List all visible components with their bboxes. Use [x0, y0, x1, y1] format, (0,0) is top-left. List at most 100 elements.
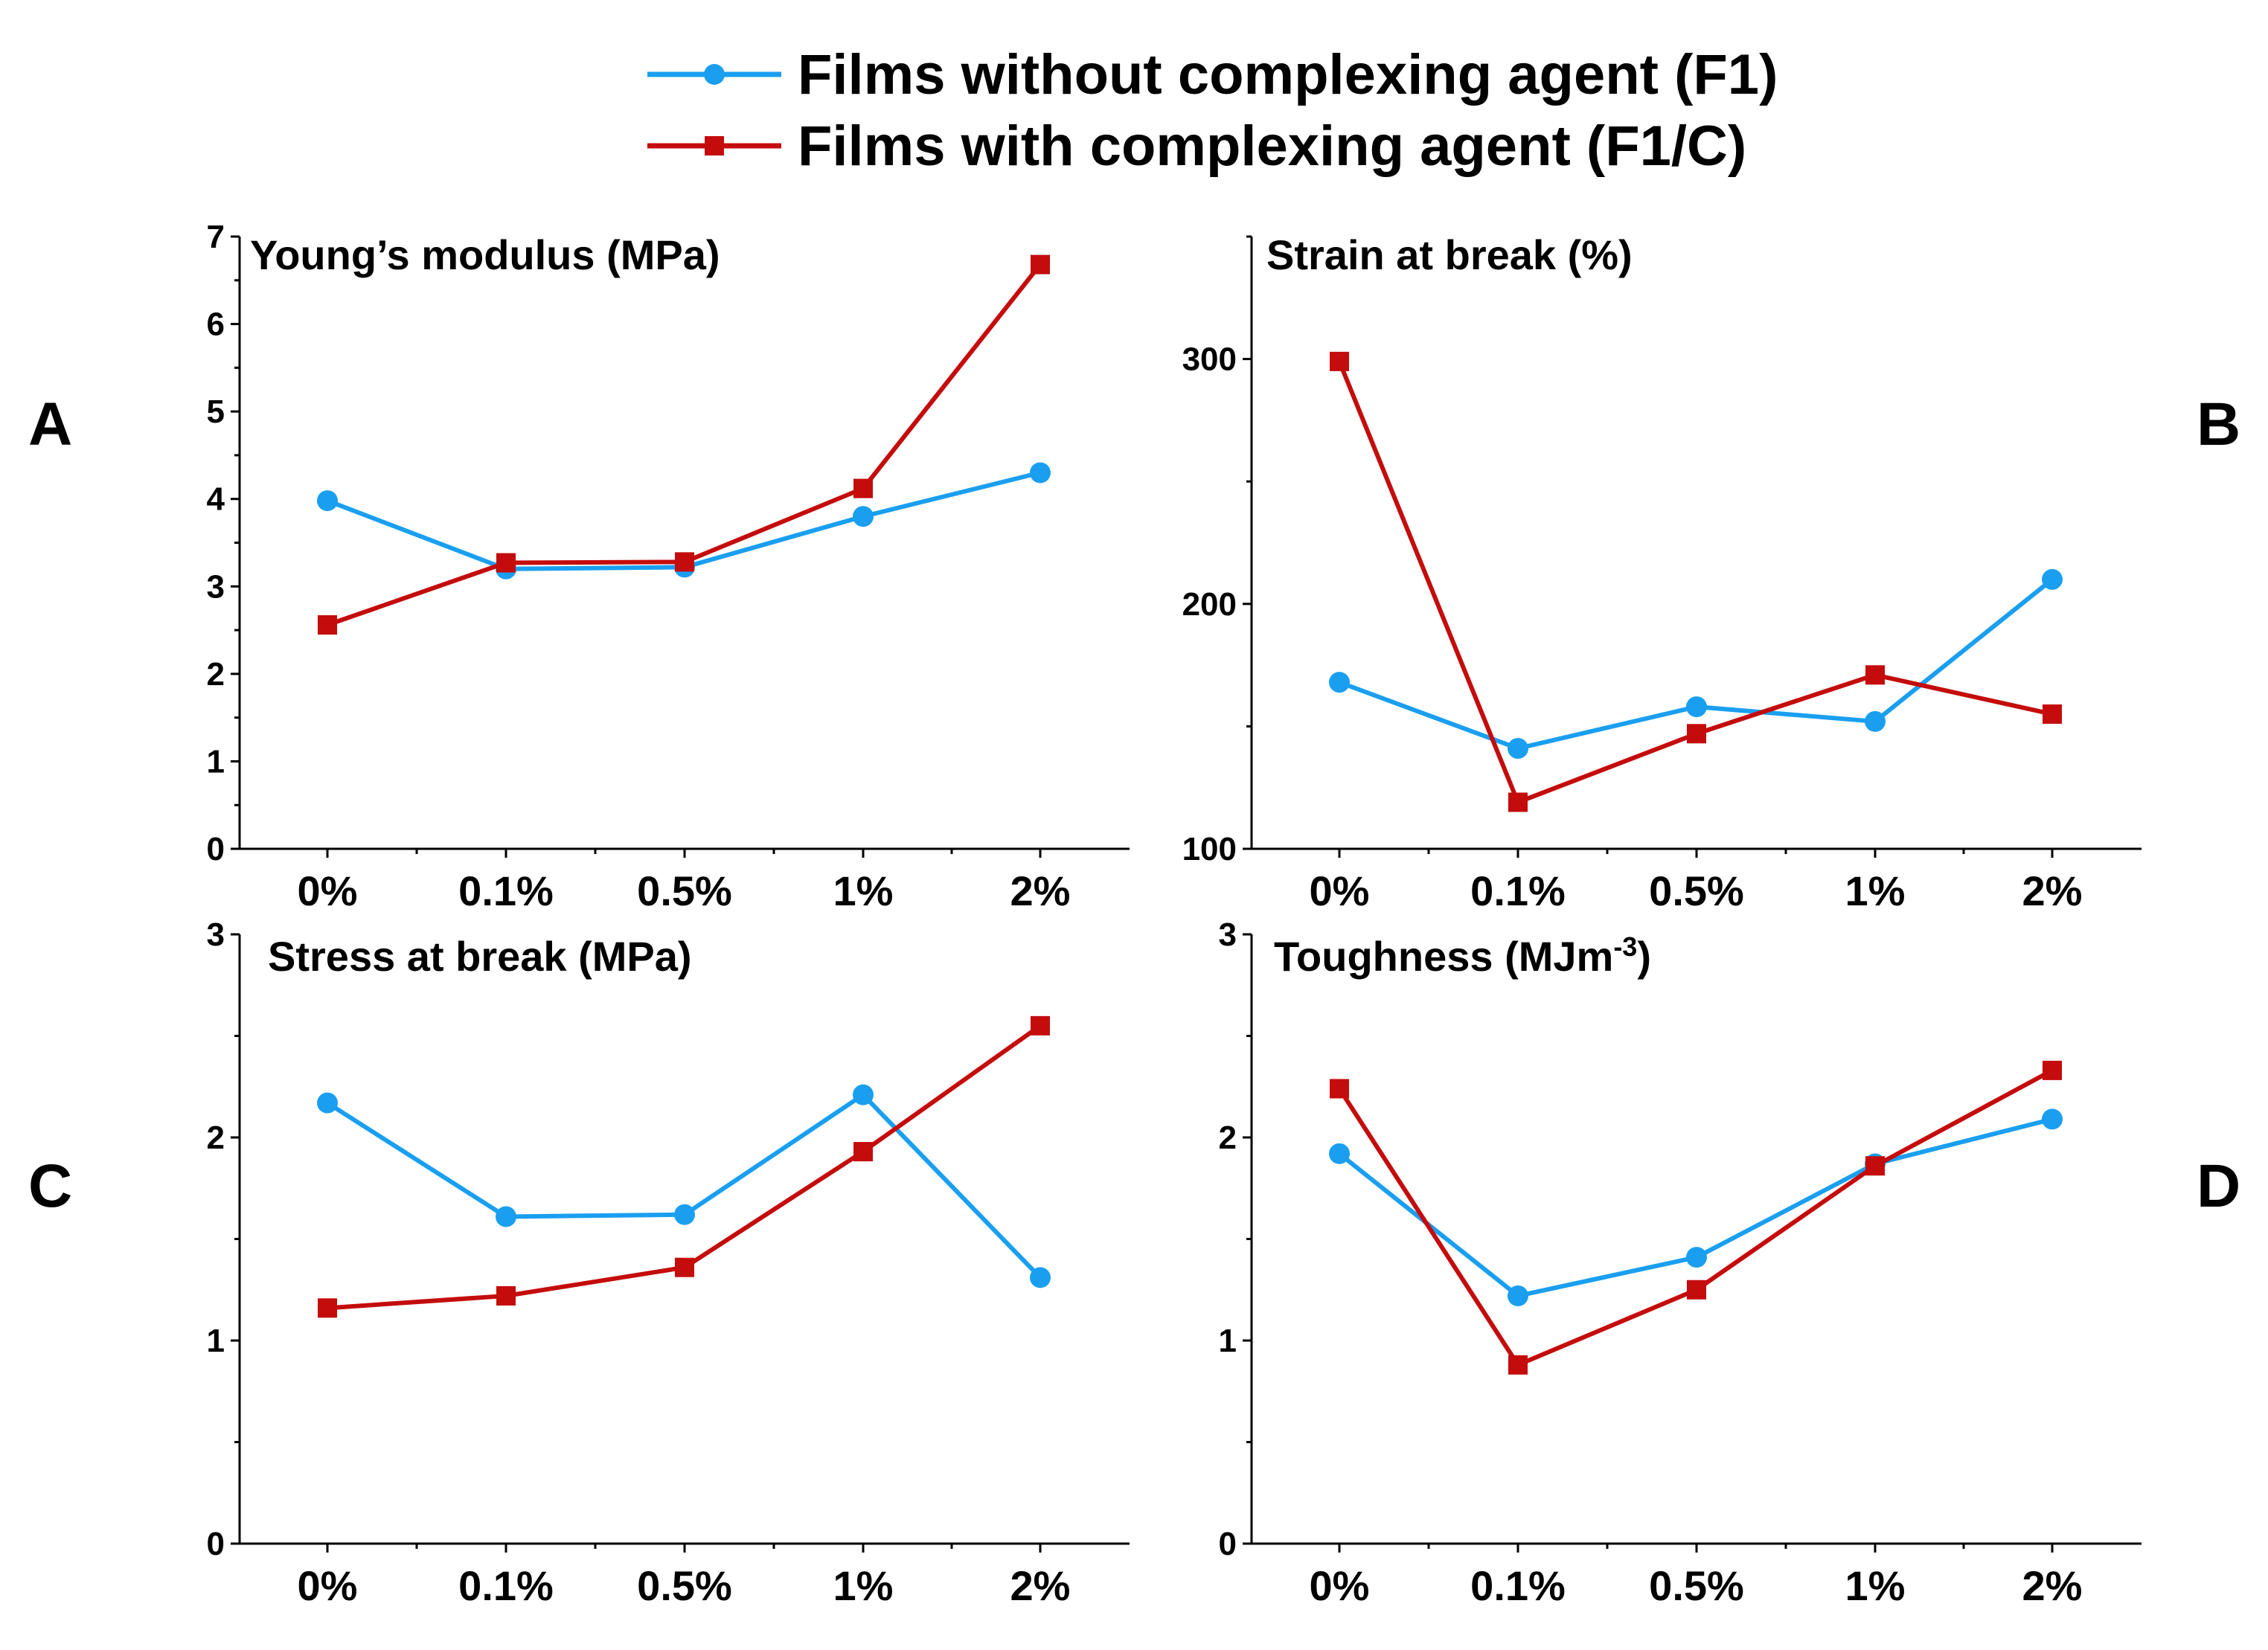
series-line-f1: [326, 1092, 1042, 1280]
y-tick-label: 3: [207, 917, 225, 953]
legend: Films without complexing agent (F1) Film…: [647, 43, 1778, 178]
data-point-f1c: [318, 615, 337, 635]
panel-b-strain-at-break: 100 200 300 0% 0.1% 0.5% 1% 2% Strain at break (…: [1182, 231, 2142, 914]
x-tick-label: 0.5%: [637, 1562, 732, 1609]
y-tick-label: 2: [207, 1120, 225, 1156]
panel-title: Stress at break (MPa): [268, 933, 692, 980]
y-tick-label: 3: [1219, 917, 1237, 953]
panel-title: Toughness (MJm-3): [1274, 931, 1651, 980]
x-tick-label: 0%: [298, 867, 358, 914]
x-tick-label: 0.1%: [1470, 867, 1566, 914]
data-point-f1c: [1508, 792, 1528, 812]
y-tick-label: 1: [207, 1323, 225, 1359]
x-tick-label: 0.1%: [458, 867, 554, 914]
data-point-f1: [1865, 710, 1886, 732]
data-point-f1c: [853, 478, 873, 498]
data-point-f1: [2042, 568, 2063, 590]
y-tick-label: 100: [1182, 831, 1237, 867]
data-point-f1: [674, 1204, 695, 1225]
panel-a-youngs-modulus: 0 1 2 3 4 5 6 7 0% 0.1% 0.5% 1% 2% Young’s modulus (M…: [207, 219, 1130, 914]
data-point-f1: [1329, 1143, 1350, 1164]
x-tick-label: 0.1%: [1470, 1562, 1566, 1609]
legend-marker-f1: [704, 64, 725, 85]
y-tick-label: 4: [207, 481, 225, 518]
y-tick-label: 200: [1182, 586, 1237, 623]
x-tick-label: 0.5%: [1649, 1562, 1744, 1609]
x-tick-label: 0%: [1310, 1562, 1370, 1609]
panel-letter-b: B: [2197, 391, 2240, 458]
legend-label-f1: Films without complexing agent (F1): [798, 43, 1778, 106]
data-point-f1c: [1865, 1156, 1885, 1176]
data-point-f1: [853, 1084, 874, 1105]
x-tick-label: 2%: [1010, 867, 1071, 914]
data-point-f1: [853, 506, 874, 527]
legend-entry-f1: Films without complexing agent (F1): [647, 43, 1778, 106]
x-tick-label: 0.5%: [637, 867, 732, 914]
y-tick-label: 0: [1219, 1526, 1237, 1562]
panel-title-superscript: -3: [1613, 931, 1637, 962]
data-point-f1c: [1031, 1015, 1050, 1036]
series-line-f1: [1338, 577, 2054, 751]
x-tick-label: 2%: [1010, 1562, 1071, 1609]
data-point-f1: [1686, 1247, 1707, 1268]
data-point-f1c: [1031, 254, 1050, 275]
data-point-f1: [1329, 672, 1350, 693]
panel-d-toughness: 0 1 2 3 0% 0.1% 0.5% 1% 2% Toughness (MJm-3): [1219, 917, 2142, 1609]
y-tick-label: 300: [1182, 341, 1237, 378]
panel-letter-d: D: [2197, 1152, 2240, 1220]
series-line-f1: [1338, 1117, 2053, 1298]
panel-letter-c: C: [28, 1152, 72, 1220]
x-tick-label: 1%: [833, 1562, 894, 1609]
data-point-f1c: [1330, 351, 1349, 371]
x-tick-label: 1%: [1845, 1562, 1906, 1609]
data-point-f1c: [2043, 704, 2062, 724]
legend-entry-f1c: Films with complexing agent (F1/C): [647, 115, 1746, 178]
data-point-f1: [1686, 696, 1707, 718]
x-tick-label: 2%: [2022, 1562, 2083, 1609]
data-point-f1: [2042, 1108, 2063, 1130]
data-point-f1c: [1865, 665, 1885, 685]
y-tick-label: 0: [207, 831, 225, 867]
data-point-f1c: [1687, 724, 1706, 744]
legend-label-f1c: Films with complexing agent (F1/C): [798, 115, 1746, 178]
data-point-f1c: [1508, 1355, 1528, 1375]
data-point-f1c: [496, 553, 516, 573]
series-line-f1c: [1337, 1068, 2054, 1367]
data-point-f1c: [1687, 1280, 1706, 1300]
panel-title: Young’s modulus (MPa): [250, 231, 720, 278]
panel-letter-a: A: [28, 391, 72, 458]
x-tick-label: 0%: [1310, 867, 1370, 914]
y-tick-label: 2: [1219, 1120, 1237, 1156]
data-point-f1: [1508, 738, 1528, 760]
y-tick-label: 1: [207, 743, 225, 780]
data-point-f1c: [853, 1142, 873, 1162]
data-point-f1c: [675, 1257, 694, 1277]
x-tick-label: 0.5%: [1649, 867, 1744, 914]
y-tick-label: 7: [207, 219, 225, 255]
data-point-f1c: [1330, 1079, 1349, 1099]
data-point-f1: [1030, 462, 1051, 484]
x-tick-label: 0.1%: [458, 1562, 554, 1609]
y-tick-label: 2: [207, 656, 225, 693]
legend-marker-f1c: [705, 136, 724, 155]
data-point-f1c: [2043, 1060, 2062, 1080]
y-tick-label: 3: [207, 568, 225, 605]
panel-c-stress-at-break: 0 1 2 3 0% 0.1% 0.5% 1% 2% Stress at break (MPa): [207, 917, 1130, 1609]
x-tick-label: 0%: [298, 1562, 358, 1609]
x-tick-label: 2%: [2022, 867, 2083, 914]
data-point-f1: [1030, 1267, 1051, 1288]
data-point-f1: [496, 1206, 516, 1227]
panel-title: Strain at break (%): [1266, 231, 1633, 278]
y-tick-label: 0: [207, 1526, 225, 1562]
y-tick-label: 1: [1219, 1323, 1237, 1359]
x-tick-label: 1%: [1845, 867, 1906, 914]
y-tick-label: 6: [207, 306, 225, 343]
data-point-f1c: [318, 1298, 337, 1318]
data-point-f1c: [496, 1285, 516, 1306]
data-point-f1: [1508, 1285, 1528, 1306]
data-point-f1: [317, 490, 338, 512]
y-tick-label: 5: [207, 394, 225, 430]
data-point-f1c: [675, 552, 694, 572]
panel-title-suffix: ): [1637, 933, 1651, 980]
